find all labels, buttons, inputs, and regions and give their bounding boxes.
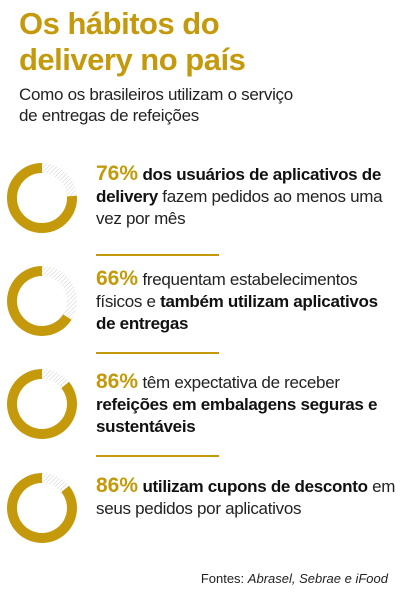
donut-remainder-1 bbox=[42, 163, 77, 197]
stat-text-3-part-1: têm expectativa de receber bbox=[138, 373, 340, 392]
donut-chart-2 bbox=[7, 266, 78, 336]
chart-subtitle: Como os brasileiros utilizam o serviço d… bbox=[19, 84, 389, 126]
donut-value-arc-1 bbox=[7, 163, 77, 233]
source-label: Fontes: bbox=[200, 571, 245, 586]
subtitle-line-2: de entregas de refeições bbox=[19, 106, 199, 125]
stat-text-1-part-1: dos usuários de aplicativos de delivery bbox=[96, 165, 381, 206]
donut-value-arc-4 bbox=[7, 473, 77, 543]
donut-remainder-3 bbox=[42, 369, 69, 389]
stat-text-1: 76% dos usuários de aplicativos de deliv… bbox=[96, 163, 396, 230]
stat-text-3: 86% têm expectativa de receber refeições… bbox=[96, 371, 396, 438]
donut-value-arc-3 bbox=[7, 369, 77, 439]
divider-2 bbox=[96, 352, 219, 354]
donut-chart-4 bbox=[7, 473, 77, 543]
stat-item-1: 76% dos usuários de aplicativos de deliv… bbox=[0, 158, 400, 258]
stat-text-4-part-2: em seus pedidos por aplicativos bbox=[96, 477, 396, 518]
divider-1 bbox=[96, 254, 219, 256]
stat-text-3-part-2: refeições em embalagens seguras e susten… bbox=[96, 395, 378, 436]
stat-text-4-part-1: utilizam cupons de desconto bbox=[138, 477, 368, 496]
percent-label-1: 76% bbox=[96, 162, 139, 185]
percent-label-3: 86% bbox=[96, 370, 139, 393]
stat-text-2-part-2: também utilizam aplicativos de entregas bbox=[96, 292, 378, 333]
donut-remainder-2 bbox=[42, 266, 78, 320]
percent-label-4: 86% bbox=[96, 474, 139, 497]
divider-3 bbox=[96, 455, 219, 457]
stat-text-2: 66% frequentam estabelecimentos físicos … bbox=[96, 268, 396, 335]
donut-remainder-4 bbox=[42, 473, 69, 493]
stat-text-2-part-1: frequentam estabelecimentos físicos e bbox=[96, 270, 358, 311]
stat-item-3: 86% têm expectativa de receber refeições… bbox=[0, 366, 400, 466]
source-note: Fontes: Abrasel, Sebrae e iFood bbox=[201, 571, 388, 586]
stat-text-4: 86% utilizam cupons de desconto em seus … bbox=[96, 475, 396, 520]
title-line-2: delivery no país bbox=[19, 42, 246, 77]
donut-chart-3 bbox=[7, 369, 77, 439]
title-line-1: Os hábitos do bbox=[19, 6, 220, 41]
donut-value-arc-2 bbox=[7, 266, 72, 336]
stat-item-4: 86% utilizam cupons de desconto em seus … bbox=[0, 470, 400, 570]
percent-label-2: 66% bbox=[96, 267, 139, 290]
stat-item-2: 66% frequentam estabelecimentos físicos … bbox=[0, 263, 400, 363]
donut-chart-1 bbox=[7, 163, 77, 233]
stat-text-1-part-2: fazem pedidos ao menos uma vez por mês bbox=[96, 187, 383, 228]
source-list: Abrasel, Sebrae e iFood bbox=[247, 571, 388, 586]
subtitle-line-1: Como os brasileiros utilizam o serviço bbox=[19, 85, 293, 104]
chart-title: Os hábitos do delivery no país bbox=[19, 6, 389, 78]
